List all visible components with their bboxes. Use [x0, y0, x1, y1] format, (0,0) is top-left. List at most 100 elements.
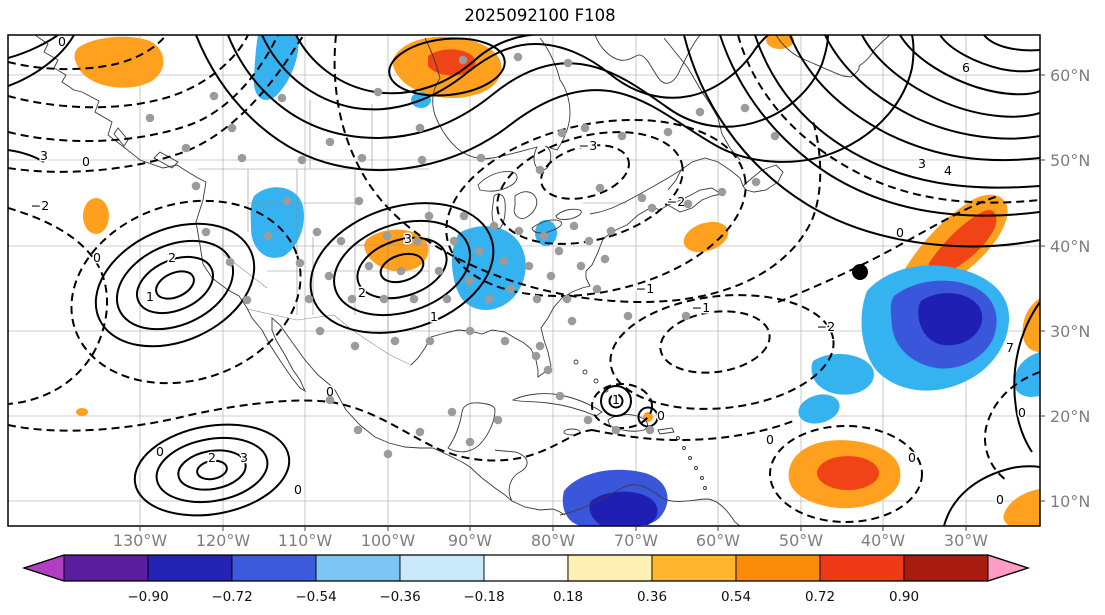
station-dot: [447, 407, 457, 417]
colorbar: −0.90 −0.72 −0.54 −0.36 −0.18 0.18 0.36 0.54 0.7…: [21, 554, 1031, 605]
station-dot: [740, 103, 750, 113]
station-dot: [434, 266, 444, 276]
plot-frame: [7, 34, 1041, 527]
station-dot: [312, 227, 322, 237]
colorbar-segment: [735, 554, 821, 582]
station-dot: [600, 254, 610, 264]
station-dot: [546, 271, 556, 281]
station-dot: [623, 311, 633, 321]
contour-labels: 0 3 0 −2 2 1 0 3 2 1 −3 −2 −1 0 −1 −2 0 1 0 0 6 3 4 7 0 0 2 3 0 0 0: [29, 34, 1027, 509]
x-tick-label: 120°W: [196, 531, 251, 550]
contour-label: −1: [636, 281, 654, 296]
station-dot: [357, 153, 367, 163]
contour-label: 2: [168, 250, 176, 265]
station-dot: [535, 165, 545, 175]
contour-label: 0: [93, 250, 101, 265]
colorbar-tick-label: −0.36: [379, 589, 420, 605]
station-dot: [181, 143, 191, 153]
colorbar-tick-label: −0.72: [211, 589, 252, 605]
station-dot: [417, 155, 427, 165]
highlight-point: [852, 264, 868, 280]
contour-label: 0: [156, 444, 164, 459]
contour-label: 2: [208, 450, 216, 465]
contour-label: −2: [31, 198, 49, 213]
station-dot: [324, 271, 334, 281]
colorbar-tick-label: 0.18: [553, 589, 583, 605]
station-dot: [514, 226, 524, 236]
contour-label: 1: [146, 289, 154, 304]
colorbar-segment: [315, 554, 401, 582]
contour-label: 2: [358, 285, 366, 300]
axis-tick-marks: [139, 74, 1045, 531]
highlighted-location-dot: [852, 264, 868, 280]
station-dot: [555, 391, 565, 401]
contour-label: 0: [58, 34, 66, 49]
station-dot: [459, 211, 469, 221]
station-dot: [383, 449, 393, 459]
station-dot: [415, 427, 425, 437]
colorbar-segment: [147, 554, 233, 582]
station-dot: [484, 294, 494, 304]
station-dot: [717, 187, 727, 197]
contour-label: 3: [240, 450, 248, 465]
station-dot: [617, 131, 627, 141]
station-dot: [584, 236, 594, 246]
station-dot: [145, 113, 155, 123]
x-tick-label: 100°W: [361, 531, 416, 550]
station-dot: [489, 221, 499, 231]
station-dot: [350, 341, 360, 351]
y-tick-label: 50°N: [1050, 151, 1090, 170]
station-dot: [353, 425, 363, 435]
colorbar-segment: [651, 554, 737, 582]
station-dot: [263, 231, 273, 241]
contour-label: 7: [1006, 340, 1014, 355]
colorbar-outline: [21, 554, 1031, 582]
station-dot: [242, 295, 252, 305]
negative-contours: [8, 35, 1040, 523]
colorbar-left-arrow: [22, 554, 65, 582]
colorbar-segment: [63, 554, 149, 582]
contour-label: −2: [817, 319, 835, 334]
contour-label: 3: [918, 156, 926, 171]
station-dots: [145, 52, 780, 459]
station-dot: [637, 193, 647, 203]
station-dot: [449, 236, 459, 246]
contour-label: 0: [1018, 405, 1026, 420]
station-dot: [474, 246, 484, 256]
station-dot: [465, 437, 475, 447]
contour-label: −1: [692, 300, 710, 315]
colorbar-segment: [819, 554, 905, 582]
station-dot: [557, 128, 567, 138]
station-dot: [563, 58, 573, 68]
contour-label: 0: [82, 154, 90, 169]
station-dot: [543, 365, 553, 375]
y-tick-label: 40°N: [1050, 237, 1090, 256]
station-dot: [499, 256, 509, 266]
contour-label: 0: [294, 482, 302, 497]
station-dot: [576, 261, 586, 271]
colorbar-segment: [567, 554, 653, 582]
x-tick-label: 80°W: [531, 531, 575, 550]
station-dot: [425, 336, 435, 346]
station-dot: [532, 294, 542, 304]
positive-contours: [8, 35, 1040, 526]
station-dot: [663, 127, 673, 137]
x-tick-label: 130°W: [113, 531, 168, 550]
station-dot: [364, 261, 374, 271]
contour-label: 0: [326, 384, 334, 399]
station-dot: [373, 87, 383, 97]
station-dot: [191, 181, 201, 191]
station-dot: [295, 258, 305, 268]
station-dot: [500, 336, 510, 346]
station-dot: [201, 227, 211, 237]
colorbar-tick-label: 0.90: [889, 589, 919, 605]
contour-label: 6: [962, 60, 970, 75]
station-dot: [379, 294, 389, 304]
station-dot: [493, 415, 503, 425]
station-dot: [415, 123, 425, 133]
contour-label: 1: [430, 309, 438, 324]
station-dot: [442, 294, 452, 304]
station-dot: [277, 93, 287, 103]
station-dot: [390, 336, 400, 346]
